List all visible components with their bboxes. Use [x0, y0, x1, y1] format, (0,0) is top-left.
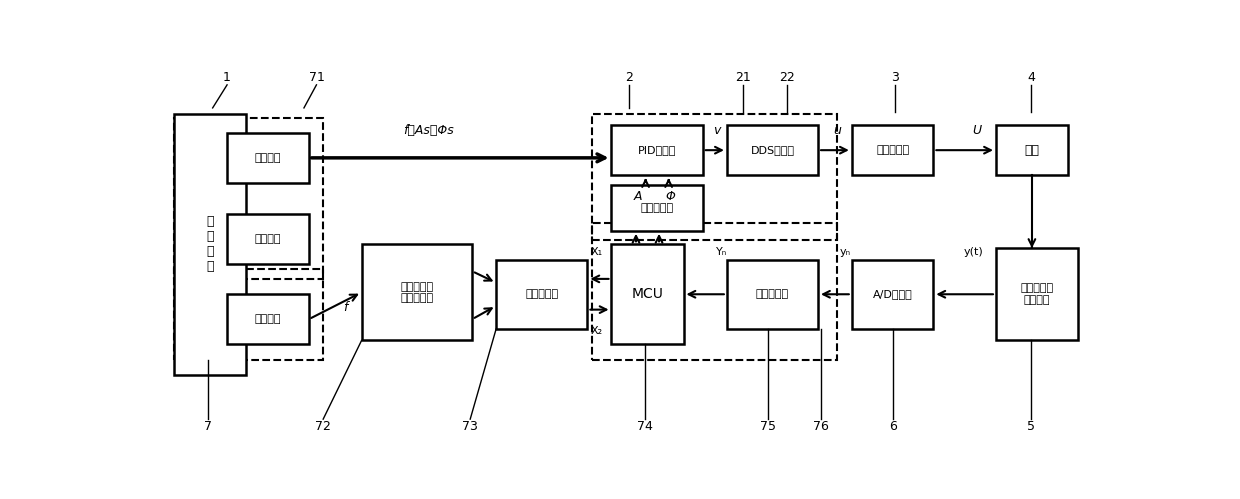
- Bar: [996, 248, 1078, 340]
- Text: y(t): y(t): [963, 247, 983, 257]
- Text: Yₙ: Yₙ: [717, 247, 728, 257]
- Text: 76: 76: [813, 420, 828, 433]
- Text: 73: 73: [463, 420, 479, 433]
- Text: A/D变换器: A/D变换器: [873, 289, 913, 299]
- Text: 71: 71: [309, 71, 325, 84]
- Bar: [174, 118, 324, 279]
- Bar: [227, 214, 309, 263]
- Text: A: A: [634, 190, 642, 203]
- Text: 4: 4: [1028, 71, 1035, 84]
- Bar: [611, 125, 703, 175]
- Bar: [727, 125, 818, 175]
- Text: f: f: [343, 301, 347, 314]
- Text: X₂: X₂: [591, 326, 603, 336]
- Text: 第二内存器: 第二内存器: [641, 203, 673, 213]
- Text: 22: 22: [780, 71, 795, 84]
- Bar: [852, 125, 934, 175]
- Text: 75: 75: [760, 420, 776, 433]
- Bar: [496, 259, 588, 329]
- Bar: [611, 185, 703, 231]
- Bar: [174, 114, 247, 375]
- Text: 第三内存器: 第三内存器: [756, 289, 789, 299]
- Bar: [593, 223, 837, 360]
- Bar: [227, 133, 309, 183]
- Text: 74: 74: [637, 420, 653, 433]
- Text: yₙ: yₙ: [839, 247, 851, 257]
- Text: 电流探头或
电压探头: 电流探头或 电压探头: [1021, 283, 1053, 305]
- Text: DDS控制器: DDS控制器: [750, 145, 795, 155]
- Bar: [227, 294, 309, 344]
- Text: u: u: [833, 124, 841, 137]
- Text: U: U: [972, 124, 981, 137]
- Text: v: v: [713, 124, 720, 137]
- Text: 设定相位: 设定相位: [254, 314, 281, 324]
- Text: 设定频率: 设定频率: [254, 234, 281, 244]
- Text: 2: 2: [625, 71, 632, 84]
- Text: f、As、Φs: f、As、Φs: [403, 124, 454, 137]
- Text: 5: 5: [1028, 420, 1035, 433]
- Bar: [996, 125, 1068, 175]
- Bar: [852, 259, 934, 329]
- Text: 第一内存器: 第一内存器: [526, 289, 558, 299]
- Text: 功率放大器: 功率放大器: [875, 145, 909, 155]
- Text: 余弦发生器
正弦发生器: 余弦发生器 正弦发生器: [401, 281, 434, 303]
- Bar: [611, 245, 683, 344]
- Bar: [593, 114, 837, 241]
- Bar: [362, 245, 472, 340]
- Text: 1: 1: [223, 71, 231, 84]
- Text: 负载: 负载: [1024, 144, 1039, 157]
- Text: 72: 72: [315, 420, 331, 433]
- Text: 设定幅值: 设定幅值: [254, 153, 281, 163]
- Bar: [727, 259, 818, 329]
- Text: Φ: Φ: [665, 190, 675, 203]
- Text: X₁: X₁: [591, 247, 603, 257]
- Text: MCU: MCU: [631, 287, 663, 301]
- Text: 3: 3: [892, 71, 899, 84]
- Text: PID调节器: PID调节器: [637, 145, 676, 155]
- Bar: [174, 269, 324, 360]
- Text: 6: 6: [889, 420, 897, 433]
- Text: 21: 21: [735, 71, 751, 84]
- Text: 输
入
面
板: 输 入 面 板: [207, 215, 215, 273]
- Text: 7: 7: [203, 420, 212, 433]
